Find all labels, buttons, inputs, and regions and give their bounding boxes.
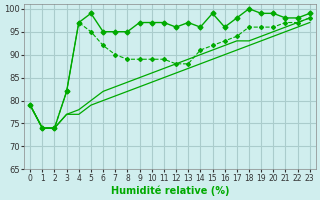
X-axis label: Humidité relative (%): Humidité relative (%)	[111, 185, 229, 196]
